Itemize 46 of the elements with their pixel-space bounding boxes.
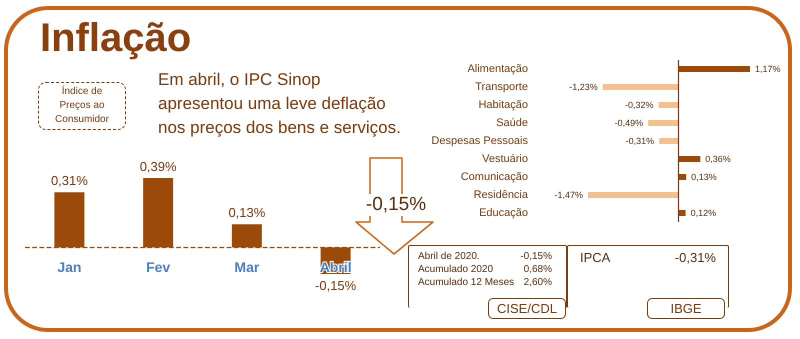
data-label: -1,47% [554, 190, 583, 200]
text: Em abril, o IPC Sinop apresentou uma leve deflação nos preços dos bens e serviços. [158, 69, 402, 139]
text: IPCA [580, 250, 610, 265]
data-label: -0,32% [625, 100, 654, 110]
y-tick-label: Transporte [475, 81, 528, 93]
text: 0,68% [524, 264, 552, 275]
y-tick-label: Habitação [478, 99, 528, 111]
x-tick-label: Mar [234, 259, 260, 275]
text: IBGE [647, 298, 725, 319]
bar [588, 192, 678, 198]
bar [602, 84, 678, 90]
y-tick-label: Residência [474, 189, 529, 201]
text: 2,60% [524, 277, 552, 288]
data-label: 0,36% [705, 154, 731, 164]
data-label: 0,39% [140, 159, 177, 174]
data-label: -1,23% [569, 82, 598, 92]
x-tick-label: Jan [57, 259, 82, 275]
data-label: 0,31% [50, 173, 88, 188]
data-label: 1,17% [755, 64, 781, 74]
y-tick-label: Educação [479, 207, 528, 219]
text: Abril de 2020. [418, 251, 480, 262]
text: -0,15% [520, 251, 552, 262]
text: Acumulado 2020 [418, 264, 494, 275]
chart-title: Inflação [40, 16, 192, 61]
data-label: -0,31% [626, 136, 654, 146]
y-tick-label: Saúde [496, 117, 528, 129]
text: CISE/CDL [488, 298, 566, 319]
text: Índice de Preços ao Consumidor [38, 82, 126, 130]
text: -0,31% [674, 250, 716, 265]
data-label: -0,49% [614, 118, 644, 128]
y-tick-label: Comunicação [460, 171, 528, 183]
x-tick-label: Fev [146, 259, 170, 275]
data-label: 0,13% [228, 205, 266, 220]
bar [659, 138, 678, 144]
bar [648, 120, 678, 126]
bar [658, 102, 678, 108]
data-label: 0,13% [691, 172, 717, 182]
annotation: -0,15% [352, 194, 440, 216]
y-tick-label: Vestuário [482, 153, 528, 165]
text: Acumulado 12 Meses [418, 277, 514, 288]
data-label: -0,15% [315, 278, 357, 293]
data-label: 0,12% [690, 208, 716, 218]
bar [678, 66, 750, 72]
y-tick-label: Despesas Pessoais [431, 135, 528, 147]
bar [678, 156, 700, 162]
y-tick-label: Alimentação [467, 63, 528, 75]
